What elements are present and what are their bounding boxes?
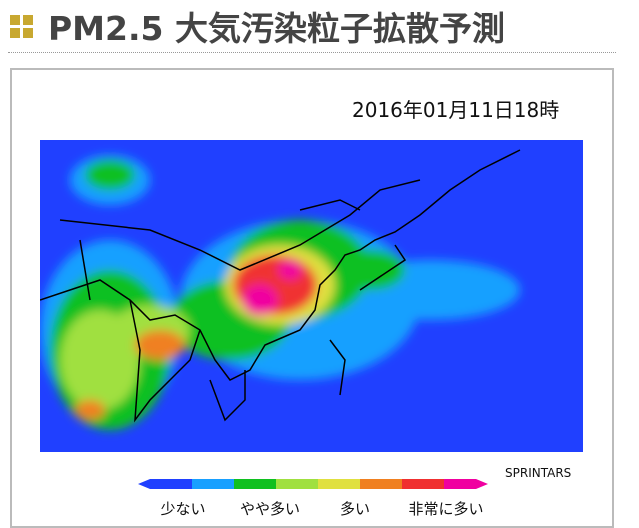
color-bar — [138, 479, 488, 489]
timestamp: 2016年01月11日18時 — [352, 98, 560, 122]
legend-label: やや多い — [239, 500, 301, 518]
divider — [8, 52, 616, 53]
page-title: PM2.5 大気汚染粒子拡散予測 — [48, 9, 505, 48]
map — [40, 140, 583, 452]
legend-label: 多い — [339, 500, 371, 518]
legend-label: 少ない — [160, 500, 206, 518]
legend-label: 非常に多い — [408, 500, 484, 518]
title-icon — [10, 15, 34, 39]
credit: SPRINTARS — [505, 466, 572, 480]
